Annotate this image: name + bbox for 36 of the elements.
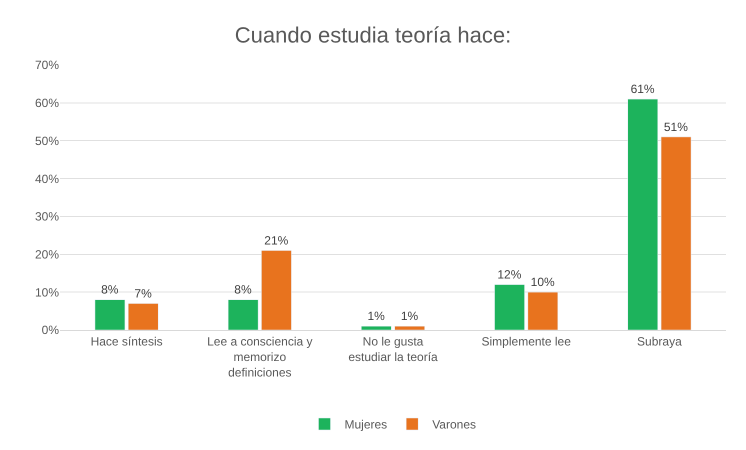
x-tick-label: Lee a consciencia y memorizo definiciones <box>207 334 313 380</box>
chart-title: Cuando estudia teoría hace: <box>234 22 512 48</box>
y-tick-label: 30% <box>34 210 60 224</box>
bar <box>394 326 425 330</box>
data-label: 1% <box>400 309 418 324</box>
bar <box>628 98 658 330</box>
legend-label: Mujeres <box>344 418 388 432</box>
bar <box>361 326 392 330</box>
y-tick-label: 70% <box>34 58 60 72</box>
y-tick-label: 60% <box>34 96 60 110</box>
data-label: 21% <box>264 234 289 248</box>
y-tick-label: 10% <box>34 285 60 300</box>
x-tick-label: No le gusta estudiar la teoría <box>348 334 438 364</box>
data-label: 8% <box>101 282 119 297</box>
bar <box>94 299 126 330</box>
x-tick-label: Hace síntesis <box>90 334 163 348</box>
data-label: 12% <box>497 268 522 282</box>
bar <box>228 299 258 330</box>
x-tick-label: Subraya <box>637 334 682 348</box>
data-label: 51% <box>664 120 688 134</box>
bar <box>494 284 525 330</box>
y-tick-label: 40% <box>34 172 60 186</box>
data-label: 61% <box>630 82 655 96</box>
data-label: 8% <box>234 282 252 297</box>
bar <box>528 292 558 330</box>
data-label: 7% <box>134 286 152 300</box>
data-label: 10% <box>530 275 556 290</box>
bar <box>261 250 292 330</box>
bar <box>660 136 692 330</box>
bar <box>128 303 158 330</box>
data-label: 1% <box>368 309 386 324</box>
y-tick-label: 20% <box>34 247 60 262</box>
x-tick-label: Simplemente lee <box>482 334 572 348</box>
legend-label: Varones <box>432 418 476 432</box>
y-tick-label: 50% <box>34 134 60 148</box>
y-tick-label: 0% <box>42 323 60 338</box>
